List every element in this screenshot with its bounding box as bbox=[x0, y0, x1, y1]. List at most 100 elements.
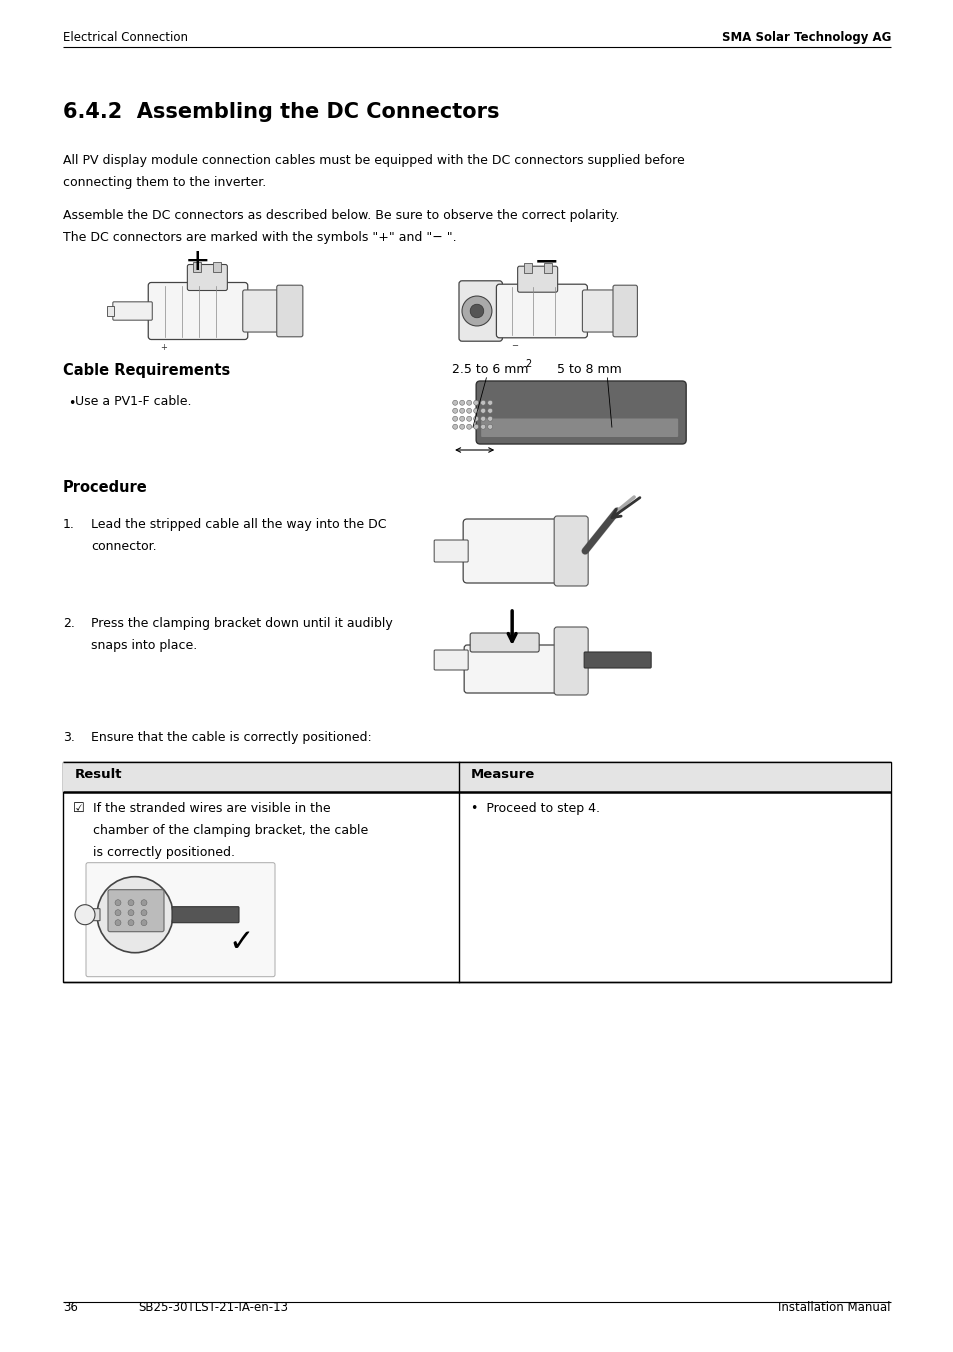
Circle shape bbox=[480, 400, 485, 406]
Text: connecting them to the inverter.: connecting them to the inverter. bbox=[63, 176, 266, 189]
Circle shape bbox=[459, 425, 464, 429]
FancyBboxPatch shape bbox=[523, 264, 531, 273]
FancyBboxPatch shape bbox=[458, 281, 502, 341]
Circle shape bbox=[459, 400, 464, 406]
FancyBboxPatch shape bbox=[172, 907, 239, 922]
Text: Procedure: Procedure bbox=[63, 480, 148, 495]
Circle shape bbox=[128, 919, 133, 926]
Text: connector.: connector. bbox=[91, 539, 156, 553]
Circle shape bbox=[473, 408, 478, 414]
FancyBboxPatch shape bbox=[517, 266, 558, 292]
Circle shape bbox=[452, 408, 457, 414]
Bar bbox=[63, 763, 890, 792]
FancyBboxPatch shape bbox=[434, 539, 468, 562]
FancyBboxPatch shape bbox=[581, 289, 617, 333]
Text: Result: Result bbox=[75, 768, 122, 780]
Circle shape bbox=[115, 899, 121, 906]
Circle shape bbox=[466, 408, 471, 414]
Text: The DC connectors are marked with the symbols "+" and "− ".: The DC connectors are marked with the sy… bbox=[63, 231, 456, 243]
Text: 5 to 8 mm: 5 to 8 mm bbox=[557, 362, 621, 376]
Text: Press the clamping bracket down until it audibly: Press the clamping bracket down until it… bbox=[91, 617, 393, 630]
FancyBboxPatch shape bbox=[583, 652, 651, 668]
FancyBboxPatch shape bbox=[276, 285, 302, 337]
Text: 2.5 to 6 mm: 2.5 to 6 mm bbox=[452, 362, 528, 376]
Text: All PV display module connection cables must be equipped with the DC connectors : All PV display module connection cables … bbox=[63, 154, 684, 168]
Circle shape bbox=[487, 400, 492, 406]
FancyBboxPatch shape bbox=[434, 650, 468, 671]
Circle shape bbox=[452, 416, 457, 422]
Circle shape bbox=[461, 296, 492, 326]
Text: •  Proceed to step 4.: • Proceed to step 4. bbox=[470, 802, 599, 815]
FancyBboxPatch shape bbox=[107, 306, 113, 316]
Text: −: − bbox=[534, 247, 559, 276]
Circle shape bbox=[487, 425, 492, 429]
Text: +: + bbox=[160, 342, 167, 352]
Text: Assemble the DC connectors as described below. Be sure to observe the correct po: Assemble the DC connectors as described … bbox=[63, 210, 618, 222]
Circle shape bbox=[480, 408, 485, 414]
Text: chamber of the clamping bracket, the cable: chamber of the clamping bracket, the cab… bbox=[92, 823, 368, 837]
Circle shape bbox=[470, 304, 483, 318]
Text: 3.: 3. bbox=[63, 731, 74, 745]
Text: ☑: ☑ bbox=[73, 802, 85, 815]
Text: Use a PV1-F cable.: Use a PV1-F cable. bbox=[75, 395, 192, 408]
Text: +: + bbox=[185, 247, 211, 276]
FancyBboxPatch shape bbox=[554, 516, 588, 585]
FancyBboxPatch shape bbox=[470, 633, 538, 652]
Text: Electrical Connection: Electrical Connection bbox=[63, 31, 188, 45]
Text: •: • bbox=[68, 397, 75, 410]
Circle shape bbox=[452, 400, 457, 406]
FancyBboxPatch shape bbox=[464, 645, 559, 694]
FancyBboxPatch shape bbox=[462, 519, 560, 583]
FancyBboxPatch shape bbox=[496, 284, 587, 338]
Text: If the stranded wires are visible in the: If the stranded wires are visible in the bbox=[92, 802, 331, 815]
Circle shape bbox=[473, 400, 478, 406]
FancyBboxPatch shape bbox=[242, 289, 280, 333]
Circle shape bbox=[466, 425, 471, 429]
Circle shape bbox=[480, 425, 485, 429]
Bar bbox=[63, 763, 890, 982]
Circle shape bbox=[141, 910, 147, 915]
Circle shape bbox=[487, 408, 492, 414]
Circle shape bbox=[473, 425, 478, 429]
Text: 2.: 2. bbox=[63, 617, 74, 630]
Circle shape bbox=[75, 904, 95, 925]
Circle shape bbox=[452, 425, 457, 429]
Circle shape bbox=[459, 408, 464, 414]
Text: snaps into place.: snaps into place. bbox=[91, 639, 197, 652]
Text: SMA Solar Technology AG: SMA Solar Technology AG bbox=[720, 31, 890, 45]
Circle shape bbox=[487, 416, 492, 422]
Circle shape bbox=[128, 899, 133, 906]
FancyBboxPatch shape bbox=[213, 261, 221, 272]
Text: Lead the stripped cable all the way into the DC: Lead the stripped cable all the way into… bbox=[91, 518, 386, 531]
Circle shape bbox=[115, 919, 121, 926]
FancyBboxPatch shape bbox=[85, 909, 100, 921]
Text: 1.: 1. bbox=[63, 518, 74, 531]
Text: Ensure that the cable is correctly positioned:: Ensure that the cable is correctly posit… bbox=[91, 731, 372, 745]
Text: 6.4.2  Assembling the DC Connectors: 6.4.2 Assembling the DC Connectors bbox=[63, 101, 499, 122]
FancyBboxPatch shape bbox=[613, 285, 637, 337]
Text: SB25-30TLST-21-IA-en-13: SB25-30TLST-21-IA-en-13 bbox=[138, 1301, 288, 1314]
Circle shape bbox=[466, 400, 471, 406]
FancyBboxPatch shape bbox=[108, 890, 164, 932]
FancyBboxPatch shape bbox=[86, 863, 274, 976]
Circle shape bbox=[459, 416, 464, 422]
Text: Cable Requirements: Cable Requirements bbox=[63, 362, 230, 379]
Circle shape bbox=[97, 876, 172, 953]
FancyBboxPatch shape bbox=[187, 265, 227, 291]
Text: −: − bbox=[511, 341, 517, 350]
Circle shape bbox=[141, 919, 147, 926]
Circle shape bbox=[480, 416, 485, 422]
Text: is correctly positioned.: is correctly positioned. bbox=[92, 846, 234, 859]
Circle shape bbox=[115, 910, 121, 915]
FancyBboxPatch shape bbox=[480, 419, 678, 437]
Text: 36: 36 bbox=[63, 1301, 78, 1314]
FancyBboxPatch shape bbox=[554, 627, 588, 695]
FancyBboxPatch shape bbox=[476, 381, 685, 443]
Circle shape bbox=[466, 416, 471, 422]
Text: Installation Manual: Installation Manual bbox=[778, 1301, 890, 1314]
Circle shape bbox=[128, 910, 133, 915]
FancyBboxPatch shape bbox=[543, 264, 551, 273]
Text: 2: 2 bbox=[524, 360, 531, 369]
FancyBboxPatch shape bbox=[112, 301, 152, 320]
FancyBboxPatch shape bbox=[193, 261, 201, 272]
